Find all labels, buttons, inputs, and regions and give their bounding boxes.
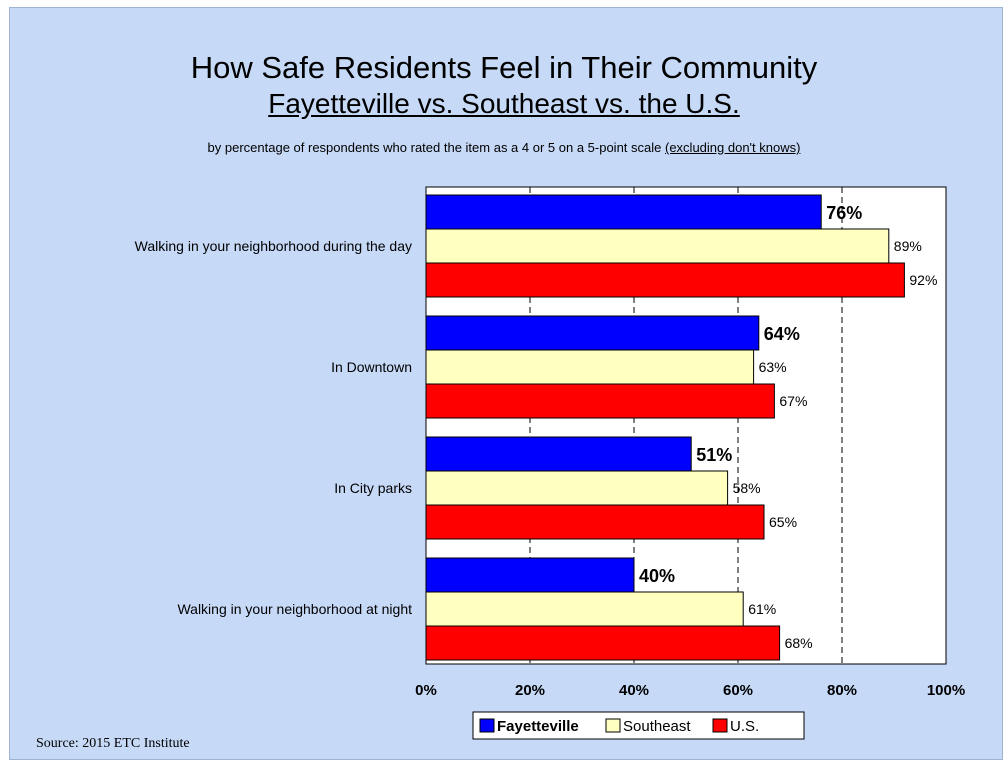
x-tick-label: 0%: [415, 682, 437, 699]
bar-southeast: [425, 591, 744, 627]
chart-note: by percentage of respondents who rated t…: [0, 140, 1008, 155]
category-label: Walking in your neighborhood at night: [177, 601, 412, 617]
chart-note-exclusion: (excluding don't knows): [665, 140, 801, 155]
x-tick-label: 100%: [927, 682, 965, 699]
data-label: 89%: [894, 238, 922, 254]
category-label: Walking in your neighborhood during the …: [135, 238, 412, 254]
legend-swatch: [712, 718, 728, 733]
bar-fayetteville: [425, 557, 635, 593]
source-note: Source: 2015 ETC Institute: [36, 736, 190, 751]
bar-southeast: [425, 470, 729, 506]
legend-label: U.S.: [730, 718, 759, 735]
chart-title: How Safe Residents Feel in Their Communi…: [190, 50, 818, 85]
data-label: 51%: [696, 445, 732, 465]
data-label: 58%: [733, 480, 761, 496]
data-label: 65%: [769, 514, 797, 530]
plot-border: [425, 186, 947, 665]
data-label: 64%: [764, 324, 800, 344]
bar-southeast: [425, 228, 890, 264]
category-label: In City parks: [334, 480, 412, 496]
data-label: 76%: [826, 203, 862, 223]
data-label: 61%: [748, 601, 776, 617]
chart-note-main: by percentage of respondents who rated t…: [207, 140, 662, 155]
bar-u-s: [425, 625, 781, 661]
data-label: 92%: [909, 272, 937, 288]
bar-southeast: [425, 349, 755, 385]
bar-fayetteville: [425, 194, 822, 230]
legend-box: [472, 711, 805, 740]
data-label: 63%: [759, 359, 787, 375]
legend-label: Fayetteville: [497, 718, 579, 735]
chart-subtitle: Fayetteville vs. Southeast vs. the U.S.: [0, 88, 1008, 120]
legend-label: Southeast: [623, 718, 691, 735]
data-label: 40%: [639, 566, 675, 586]
x-tick-label: 80%: [827, 682, 857, 699]
legend-swatch: [479, 718, 495, 733]
x-tick-label: 40%: [619, 682, 649, 699]
bar-u-s: [425, 504, 765, 540]
data-label: 67%: [779, 393, 807, 409]
bar-u-s: [425, 383, 775, 419]
x-tick-label: 20%: [515, 682, 545, 699]
chart-subtitle-text: Fayetteville vs. Southeast vs. the U.S.: [268, 88, 740, 119]
data-label: 68%: [785, 635, 813, 651]
x-tick-label: 60%: [723, 682, 753, 699]
bar-u-s: [425, 262, 905, 298]
legend-swatch: [605, 718, 621, 733]
bar-fayetteville: [425, 315, 760, 351]
category-label: In Downtown: [331, 359, 412, 375]
bar-fayetteville: [425, 436, 692, 472]
